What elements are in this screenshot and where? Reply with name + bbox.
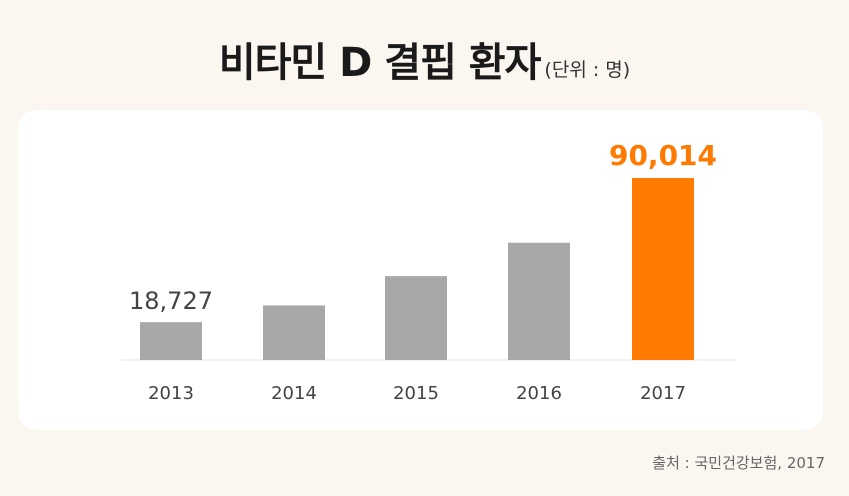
data-label-2013: 18,727	[129, 287, 213, 315]
source-note: 출처 : 국민건강보험, 2017	[652, 454, 825, 472]
x-tick-label: 2014	[271, 383, 317, 404]
x-tick-label: 2017	[640, 383, 686, 404]
x-tick-label: 2016	[516, 383, 562, 404]
unit-label: (단위 : 명)	[544, 59, 631, 81]
chart-title: 비타민 D 결핍 환자	[218, 40, 542, 86]
bar-2016	[508, 242, 570, 360]
chart-title-area: 비타민 D 결핍 환자 (단위 : 명)	[0, 30, 849, 88]
x-tick-label: 2015	[393, 383, 439, 404]
bar-2014	[263, 305, 325, 360]
x-tick-label: 2013	[148, 383, 194, 404]
bar-chart: 2013 18,727 2014 2015 2016 2017 90,014	[122, 139, 736, 404]
bar-2017	[632, 178, 694, 360]
data-label-2017: 90,014	[609, 139, 717, 172]
bar-2015	[385, 276, 447, 360]
bar-2013	[140, 322, 202, 360]
